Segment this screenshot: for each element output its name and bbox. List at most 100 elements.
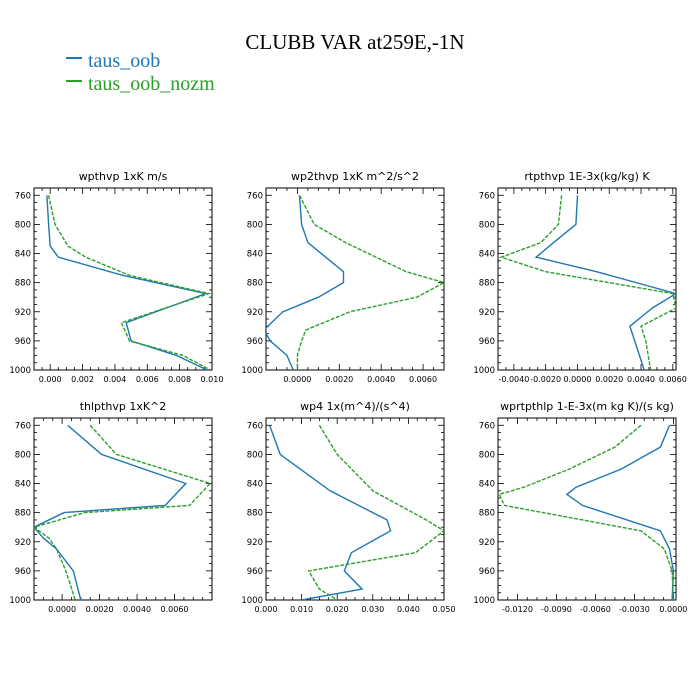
x-tick-label: 0.030 [361, 605, 384, 614]
series-line-taus-oob [266, 195, 345, 370]
x-tick-label: 0.0000 [48, 605, 76, 614]
panel-4: thlpthvp 1xK^2 760 800 840 880 920 960 1000 0.00… [9, 400, 213, 614]
y-tick-label: 960 [247, 337, 263, 347]
y-tick-label: 1000 [473, 366, 495, 376]
legend-label-taus-oob: taus_oob [88, 50, 161, 72]
y-tick-label: 960 [479, 567, 495, 577]
y-tick-label: 840 [15, 480, 31, 490]
x-tick-label: -0.0030 [619, 605, 650, 614]
x-tick-label: 0.000 [39, 375, 62, 384]
y-tick-label: 920 [479, 538, 495, 548]
series-line-taus-oob-nozm [47, 195, 212, 370]
x-tick-label: 0.0020 [595, 375, 623, 384]
y-tick-label: 840 [247, 480, 263, 490]
y-tick-label: 920 [15, 308, 31, 318]
y-tick-label: 960 [479, 337, 495, 347]
y-tick-label: 1000 [241, 596, 263, 606]
x-tick-label: 0.010 [290, 605, 313, 614]
plot-frame [265, 187, 445, 371]
y-tick-label: 880 [15, 279, 31, 289]
y-tick-label: 880 [479, 279, 495, 289]
y-tick-label: 960 [15, 567, 31, 577]
series-line-taus-oob [34, 424, 188, 600]
series-line-taus-oob-nozm [499, 195, 676, 370]
y-tick-label: 920 [479, 308, 495, 318]
y-tick-label: 1000 [9, 366, 31, 376]
plot-frame [33, 417, 213, 601]
y-tick-label: 1000 [241, 366, 263, 376]
x-tick-label: -0.0060 [580, 605, 611, 614]
x-tick-label: 0.0040 [123, 605, 151, 614]
x-tick-label: 0.0000 [563, 375, 591, 384]
x-tick-label: 0.020 [326, 605, 349, 614]
y-tick-label: 880 [15, 509, 31, 519]
y-tick-label: 800 [479, 450, 495, 460]
y-tick-label: 920 [15, 538, 31, 548]
x-tick-label: 0.000 [255, 605, 278, 614]
x-tick-label: 0.0060 [659, 375, 687, 384]
series-line-taus-oob [565, 425, 675, 600]
series-line-taus-oob [46, 195, 208, 370]
y-tick-label: 960 [247, 567, 263, 577]
y-tick-label: 800 [247, 450, 263, 460]
x-tick-label: 0.0060 [161, 605, 189, 614]
panel-2: wp2thvp 1xK m^2/s^2 760 800 840 880 920 960 100… [241, 170, 445, 384]
x-tick-label: 0.040 [397, 605, 420, 614]
figure-title: CLUBB VAR at259E,-1N [245, 30, 465, 54]
y-tick-label: 760 [247, 191, 263, 201]
y-tick-label: 760 [15, 191, 31, 201]
y-tick-label: 760 [15, 421, 31, 431]
y-tick-label: 800 [479, 220, 495, 230]
x-tick-label: 0.006 [136, 375, 159, 384]
y-tick-label: 840 [247, 250, 263, 260]
x-tick-label: 0.0060 [409, 375, 437, 384]
y-tick-label: 880 [479, 509, 495, 519]
panel-title: wprtpthlp 1-E-3x(m kg K)/(s kg) [500, 400, 674, 413]
x-tick-label: -0.0120 [502, 605, 533, 614]
y-tick-label: 760 [479, 191, 495, 201]
y-tick-label: 880 [247, 279, 263, 289]
x-tick-label: 0.0020 [325, 375, 353, 384]
x-tick-label: 0.010 [201, 375, 224, 384]
panel-3: rtpthvp 1E-3x(kg/kg) K 760 800 840 880 920 960… [473, 170, 686, 384]
x-tick-label: 0.004 [103, 375, 126, 384]
y-tick-label: 800 [15, 450, 31, 460]
y-tick-label: 1000 [9, 596, 31, 606]
y-tick-label: 920 [247, 308, 263, 318]
y-tick-label: 960 [15, 337, 31, 347]
legend-label-taus-oob-nozm: taus_oob_nozm [88, 73, 215, 95]
series-line-taus-oob [268, 425, 392, 600]
x-tick-label: 0.0040 [627, 375, 655, 384]
y-tick-label: 800 [15, 220, 31, 230]
panel-6: wprtpthlp 1-E-3x(m kg K)/(s kg) 760 800 840… [473, 400, 687, 614]
series-line-taus-oob [534, 195, 676, 370]
plot-frame [497, 417, 677, 601]
plot-frame [265, 417, 445, 601]
legend-swatch-taus-oob-nozm [66, 80, 82, 83]
y-tick-label: 800 [247, 220, 263, 230]
x-tick-label: -0.0020 [530, 375, 561, 384]
y-tick-label: 1000 [473, 596, 495, 606]
panel-title: rtpthvp 1E-3x(kg/kg) K [524, 170, 650, 183]
series-line-taus-oob-nozm [307, 424, 444, 600]
series-line-taus-oob-nozm [34, 424, 212, 600]
panel-5: wp4 1x(m^4)/(s^4)76080084088092096010000… [241, 400, 455, 614]
panel-title: wp4 1x(m^4)/(s^4) [300, 400, 410, 413]
plot-frame [33, 187, 213, 371]
x-tick-label: 0.050 [433, 605, 456, 614]
y-tick-label: 840 [479, 250, 495, 260]
panel-title: wpthvp 1xK m/s [79, 170, 168, 183]
legend-swatch-taus-oob [66, 57, 82, 60]
x-tick-label: 0.002 [71, 375, 94, 384]
x-tick-label: 0.0000 [659, 605, 687, 614]
y-tick-label: 760 [247, 421, 263, 431]
y-tick-label: 760 [479, 421, 495, 431]
y-tick-label: 840 [479, 480, 495, 490]
panel-1: wpthvp 1xK m/s 760 800 840 880 920 960 1000 0.00… [9, 170, 223, 384]
y-tick-label: 880 [247, 509, 263, 519]
x-tick-label: 0.008 [168, 375, 191, 384]
plot-frame [497, 187, 677, 371]
x-tick-label: -0.0040 [498, 375, 529, 384]
